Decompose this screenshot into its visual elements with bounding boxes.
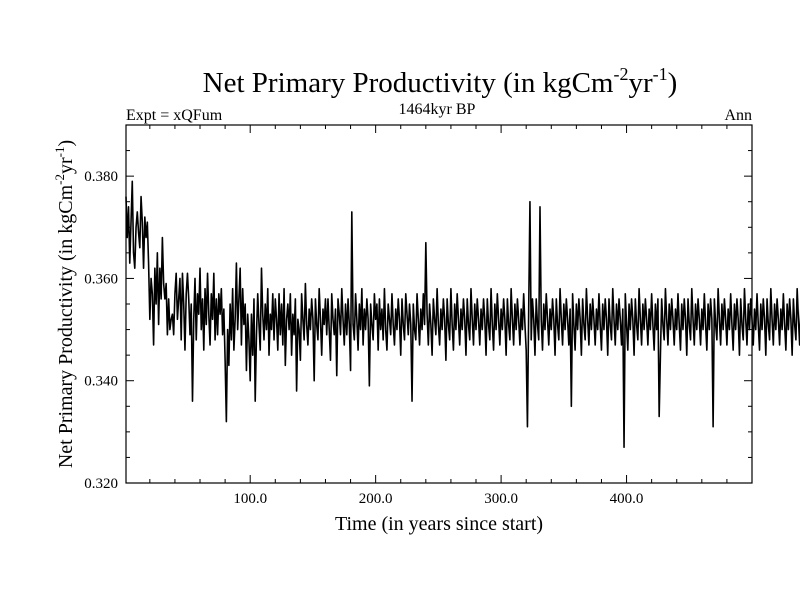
ylabel-end: ) (55, 140, 77, 147)
title-sup1: -2 (613, 64, 628, 84)
subtitle-season: Ann (724, 107, 752, 124)
title-end: ) (668, 67, 678, 99)
x-tick-label: 300.0 (484, 491, 518, 507)
x-tick-label: 100.0 (233, 491, 267, 507)
y-axis-label: Net Primary Productivity (in kgCm-2yr-1) (52, 140, 77, 468)
npp-series-line (125, 180, 800, 449)
chart-title: Net Primary Productivity (in kgCm-2yr-1) (203, 64, 678, 99)
x-tick-label: 400.0 (610, 491, 644, 507)
x-tick-label: 200.0 (359, 491, 393, 507)
ylabel-sup2: -1 (52, 147, 67, 158)
y-tick-label: 0.320 (84, 476, 118, 492)
y-tick-label: 0.360 (84, 271, 118, 287)
title-mid: yr (628, 67, 653, 99)
x-axis-ticks: 100.0 200.0 300.0 400.0 (149, 125, 728, 507)
y-tick-label: 0.380 (84, 169, 118, 185)
y-axis-ticks: 0.320 0.340 0.360 0.380 (84, 150, 752, 492)
title-main: Net Primary Productivity (in kgCm (203, 67, 614, 99)
subtitle-experiment: Expt = xQFum (126, 107, 223, 124)
ylabel-main: Net Primary Productivity (in kgCm (55, 184, 77, 468)
title-sup2: -1 (653, 64, 668, 84)
ylabel-sup1: -2 (52, 174, 67, 185)
subtitle-period: 1464kyr BP (399, 101, 476, 118)
y-tick-label: 0.340 (84, 374, 118, 390)
ylabel-mid: yr (55, 157, 77, 174)
x-axis-label: Time (in years since start) (335, 513, 543, 535)
